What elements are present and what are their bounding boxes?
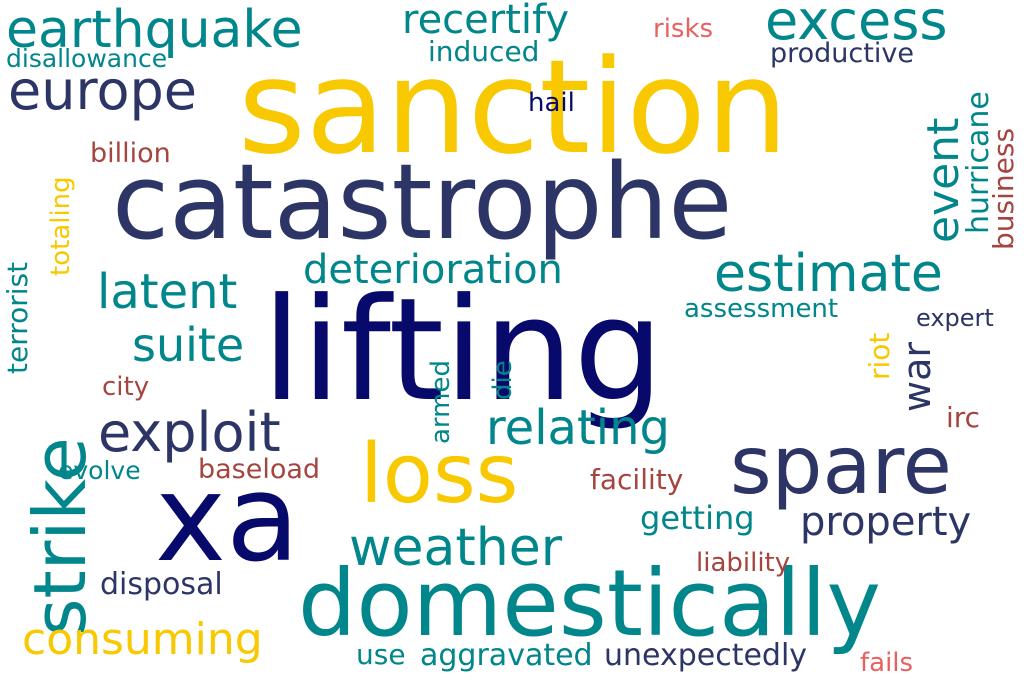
word-domestically: domestically: [298, 550, 881, 657]
word-disposal: disposal: [100, 567, 223, 602]
word-event: event: [918, 117, 969, 243]
word-xa: xa: [155, 450, 300, 589]
word-weather: weather: [349, 518, 563, 578]
word-evolve: evolve: [58, 456, 141, 485]
word-sanction: sanction: [238, 31, 789, 183]
word-terrorist: terrorist: [1, 261, 34, 374]
word-property: property: [800, 499, 972, 545]
word-earthquake: earthquake: [6, 0, 303, 60]
word-riot: riot: [863, 332, 896, 380]
word-disallowance: disallowance: [6, 44, 168, 73]
word-relating: relating: [486, 400, 671, 456]
word-aggravated: aggravated: [420, 638, 593, 673]
word-getting: getting: [640, 499, 755, 537]
word-totaling: totaling: [46, 176, 76, 276]
word-hail: hail: [528, 88, 575, 118]
word-europe: europe: [8, 59, 197, 122]
word-armed: armed: [426, 360, 456, 444]
word-risks: risks: [653, 14, 714, 44]
word-baseload: baseload: [198, 454, 321, 485]
word-city: city: [102, 372, 150, 402]
word-business: business: [987, 127, 1020, 250]
word-excess: excess: [765, 0, 948, 52]
word-latent: latent: [97, 264, 238, 320]
word-fails: fails: [860, 648, 914, 678]
word-assessment: assessment: [684, 294, 839, 324]
word-exploit: exploit: [98, 401, 281, 464]
word-spare: spare: [730, 419, 952, 512]
word-war: war: [895, 342, 939, 412]
word-catastrophe: catastrophe: [112, 141, 733, 263]
word-estimate: estimate: [714, 244, 943, 304]
word-deterioration: deterioration: [303, 247, 563, 293]
word-productive: productive: [770, 38, 914, 69]
word-recertify: recertify: [402, 0, 570, 43]
word-billion: billion: [90, 138, 171, 169]
word-expert: expert: [916, 304, 994, 332]
word-use: use: [356, 638, 406, 671]
word-liability: liability: [696, 548, 791, 578]
word-irc: irc: [946, 401, 981, 434]
word-loss: loss: [360, 427, 519, 522]
word-suite: suite: [132, 318, 245, 372]
word-unexpectedly: unexpectedly: [604, 638, 808, 673]
word-lifting: lifting: [262, 268, 664, 433]
word-die: die: [488, 360, 518, 400]
word-facility: facility: [590, 463, 684, 496]
word-induced: induced: [428, 35, 540, 68]
word-consuming: consuming: [22, 614, 263, 665]
